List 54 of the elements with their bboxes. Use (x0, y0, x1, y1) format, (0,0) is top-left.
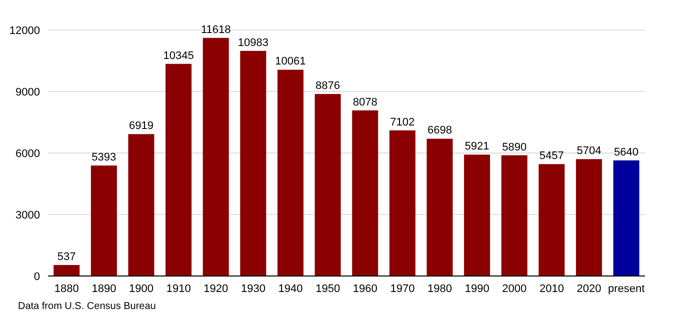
bar (389, 130, 416, 276)
bar (54, 264, 80, 276)
data-label: 6698 (427, 124, 452, 137)
data-label: 6919 (128, 120, 154, 132)
x-tick-label: 1990 (464, 282, 490, 295)
x-tick-label: 1980 (428, 282, 452, 295)
y-tick-label: 0 (34, 270, 40, 283)
x-tick-label: 2000 (502, 282, 527, 295)
data-label: 10061 (275, 56, 306, 68)
x-tick-label: 2020 (576, 282, 602, 295)
y-tick-label: 6000 (16, 148, 40, 160)
data-label: 8078 (352, 96, 378, 108)
bar (538, 164, 565, 276)
bar (426, 138, 453, 276)
x-tick-label: 1890 (92, 282, 116, 295)
data-label: 5393 (92, 151, 116, 164)
bar (166, 64, 192, 276)
bar (464, 154, 490, 276)
data-label: 7102 (390, 116, 415, 128)
bar (240, 50, 266, 276)
data-label: 5890 (502, 141, 527, 154)
bar (613, 160, 640, 276)
data-label: 8876 (316, 80, 340, 92)
y-tick-label: 9000 (16, 86, 40, 98)
x-tick-label: 1950 (316, 282, 340, 295)
x-tick-label: 1940 (278, 282, 303, 295)
x-tick-label: 1920 (204, 282, 228, 295)
x-tick-label: 1960 (352, 282, 378, 295)
data-label: 5704 (576, 145, 602, 158)
data-label: 5921 (464, 140, 490, 153)
data-label: 11618 (200, 24, 231, 36)
y-tick-label: 3000 (16, 209, 40, 222)
bar (314, 94, 341, 276)
x-tick-label: 2010 (539, 282, 564, 295)
data-label: 5457 (539, 150, 564, 162)
x-tick-label: 1880 (54, 282, 79, 295)
bar (277, 70, 304, 276)
bar (501, 155, 528, 276)
data-label: 10983 (238, 36, 268, 49)
bar (352, 110, 378, 276)
x-tick-label: 1930 (240, 282, 266, 295)
bar (90, 165, 117, 276)
bar (202, 38, 229, 276)
text: Data from U.S. Census Bureau (18, 301, 156, 312)
data-label: 5640 (614, 146, 639, 158)
bar (128, 134, 154, 276)
x-tick-label: 1900 (129, 282, 154, 295)
x-tick-label: present (608, 282, 645, 295)
x-tick-label: 1970 (390, 282, 415, 295)
data-label: 537 (57, 250, 76, 263)
data-label: 10345 (163, 50, 194, 62)
x-tick-label: 1910 (166, 282, 191, 295)
bar (576, 159, 602, 276)
y-tick-label: 12000 (9, 24, 40, 37)
